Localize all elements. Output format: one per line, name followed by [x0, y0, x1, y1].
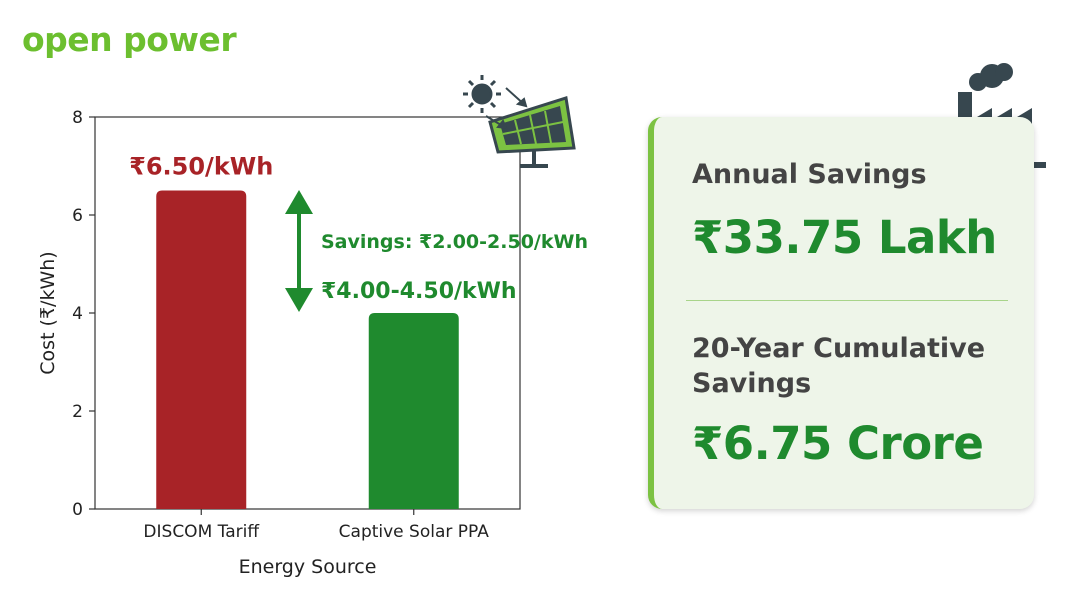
cumulative-savings-value: ₹6.75 Crore — [692, 417, 984, 470]
solar-panel-icon — [463, 75, 576, 168]
y-tick-label: 8 — [72, 108, 83, 128]
bars — [156, 190, 459, 509]
y-ticks: 0 2 4 6 8 — [72, 108, 95, 520]
savings-summary-card: Annual Savings ₹33.75 Lakh 20-Year Cumul… — [648, 117, 1034, 509]
bar — [156, 190, 247, 509]
x-tick-label: DISCOM Tariff — [143, 522, 260, 542]
double-arrow-icon — [285, 190, 313, 312]
x-axis-title: Energy Source — [239, 556, 377, 578]
y-tick-label: 2 — [72, 402, 83, 422]
y-axis-title: Cost (₹/kWh) — [37, 251, 59, 374]
discom-value-label: ₹6.50/kWh — [129, 153, 273, 181]
cumulative-heading-line2: Savings — [692, 368, 812, 399]
annual-savings-value: ₹33.75 Lakh — [692, 211, 997, 264]
y-tick-label: 6 — [72, 206, 83, 226]
x-ticks: DISCOM Tariff Captive Solar PPA — [143, 509, 489, 542]
cumulative-heading-line1: 20-Year Cumulative — [692, 333, 986, 364]
x-tick-label: Captive Solar PPA — [339, 522, 490, 542]
solar-value-label: ₹4.00-4.50/kWh — [321, 279, 517, 304]
bar-chart: 0 2 4 6 8 DISCOM Tariff Captive Solar PPA Ene… — [37, 108, 588, 578]
bar — [368, 313, 459, 509]
panel-divider — [686, 300, 1008, 301]
y-tick-label: 0 — [72, 500, 83, 520]
logo-text: open power — [22, 20, 237, 59]
y-tick-label: 4 — [72, 304, 83, 324]
savings-range-label: Savings: ₹2.00-2.50/kWh — [321, 231, 588, 253]
cumulative-savings-heading: 20-Year Cumulative Savings — [692, 331, 985, 401]
annual-savings-heading: Annual Savings — [692, 159, 927, 190]
